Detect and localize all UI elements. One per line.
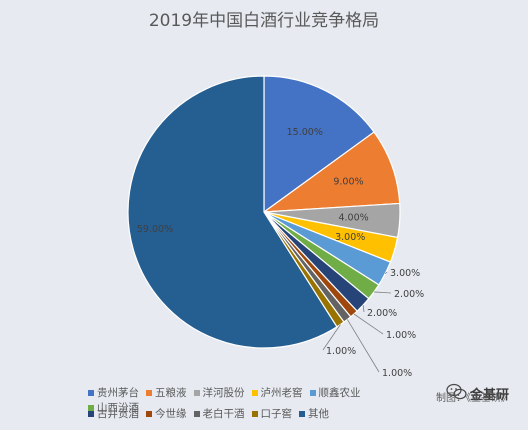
data-label-11: 59.00% xyxy=(137,224,173,235)
leader-line-7 xyxy=(362,305,365,313)
data-label-8: 1.00% xyxy=(386,330,416,341)
legend-label: 古井贡酒 xyxy=(97,408,139,420)
leader-line-6 xyxy=(374,291,392,294)
data-label-4: 3.00% xyxy=(335,232,365,243)
legend-item: 洋河股份 xyxy=(193,385,245,400)
legend-swatch xyxy=(251,410,258,417)
watermark-text: 金基研 xyxy=(470,388,510,403)
legend-row: 古井贡酒 今世缘 老白干酒 口子窖 其他 xyxy=(88,404,368,423)
leader-line-9 xyxy=(347,319,380,373)
data-label-3: 4.00% xyxy=(338,213,368,224)
legend-label: 泸州老窖 xyxy=(260,387,303,399)
legend-swatch xyxy=(251,389,258,396)
legend-item: 口子窖 xyxy=(251,406,293,421)
legend-item: 顺鑫农业 xyxy=(309,385,361,400)
legend-item: 五粮液 xyxy=(146,385,187,400)
legend-row: 贵州茅台 五粮液 洋河股份 泸州老窖 顺鑫农业山西汾酒 xyxy=(88,385,368,414)
legend-swatch xyxy=(88,410,94,417)
legend-item: 今世缘 xyxy=(146,406,187,421)
legend-swatch xyxy=(193,389,200,396)
legend-swatch xyxy=(299,410,305,417)
data-label-10: 1.00% xyxy=(326,346,356,357)
legend-label: 今世缘 xyxy=(155,408,187,420)
wechat-icon xyxy=(446,383,467,400)
legend-swatch xyxy=(309,389,316,396)
chart-title: 2019年中国白酒行业竞争格局 xyxy=(148,11,380,31)
legend-label: 五粮液 xyxy=(155,387,187,399)
legend-swatch xyxy=(146,389,152,396)
legend-item: 贵州茅台 xyxy=(88,385,139,400)
legend-item: 老白干酒 xyxy=(193,406,245,421)
legend-label: 老白干酒 xyxy=(202,408,245,420)
pie-slice-11 xyxy=(127,75,338,349)
legend-label: 顺鑫农业 xyxy=(318,387,361,399)
legend-label: 其他 xyxy=(308,408,329,420)
legend-item: 古井贡酒 xyxy=(88,406,139,421)
legend-swatch xyxy=(88,389,94,396)
pie-slice-1 xyxy=(263,75,375,214)
data-label-1: 15.00% xyxy=(287,127,323,138)
legend-label: 口子窖 xyxy=(260,408,293,420)
legend-item: 泸州老窖 xyxy=(251,385,303,400)
data-label-9: 1.00% xyxy=(382,368,412,379)
leader-line-5 xyxy=(384,271,388,275)
legend-swatch xyxy=(146,410,152,417)
leader-line-8 xyxy=(353,313,384,335)
data-label-6: 2.00% xyxy=(394,289,424,300)
legend-label: 洋河股份 xyxy=(202,387,245,399)
legend-item: 其他 xyxy=(299,406,329,421)
leader-line-10 xyxy=(322,324,341,351)
data-label-7: 2.00% xyxy=(367,308,397,319)
legend: 贵州茅台 五粮液 洋河股份 泸州老窖 顺鑫农业山西汾酒 古井贡酒 今世缘 老白干酒 口子窖 其他 xyxy=(88,385,368,423)
legend-label: 贵州茅台 xyxy=(97,387,139,399)
legend-item: 山西汾酒 xyxy=(88,400,139,415)
data-label-2: 9.00% xyxy=(333,177,363,188)
chart-credit: 制图：《金基研》 xyxy=(436,393,511,404)
legend-swatch xyxy=(193,410,200,417)
data-label-5: 3.00% xyxy=(390,268,420,279)
legend-label: 山西汾酒 xyxy=(97,402,139,414)
legend-swatch xyxy=(88,404,94,411)
